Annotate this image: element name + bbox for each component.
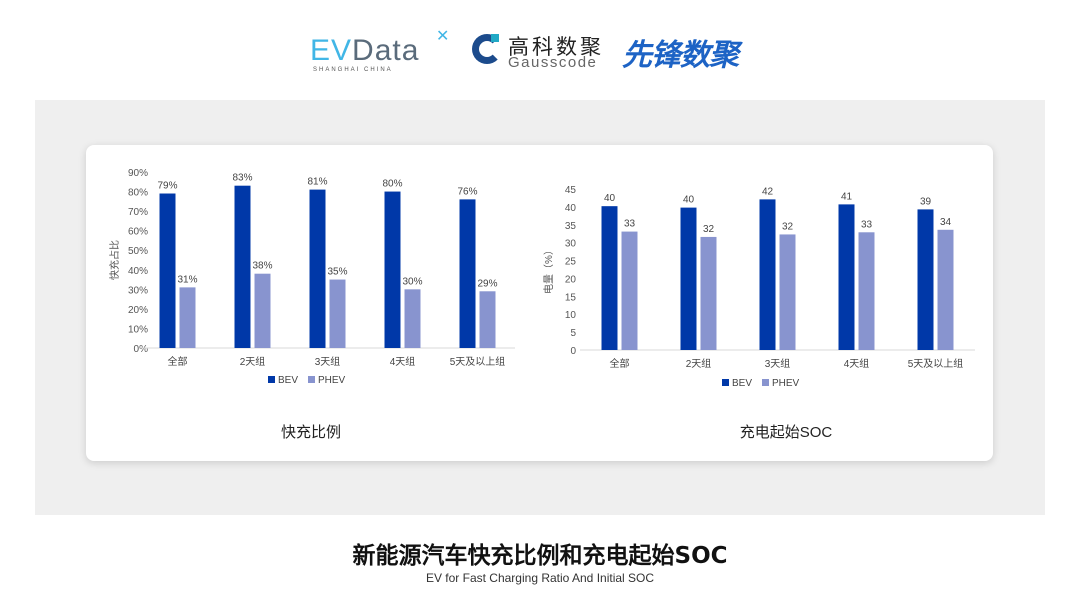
evdata-x-icon: ✕ — [436, 28, 450, 45]
y-tick-label: 30 — [565, 239, 577, 250]
bar-bev — [234, 185, 251, 348]
evdata-logo-sub: SHANGHAI CHINA — [313, 67, 393, 73]
x-tick-label: 3天组 — [315, 355, 341, 368]
logo-bar: EVData ✕ SHANGHAI CHINA 高科数聚 Gausscode 先… — [0, 22, 1080, 82]
data-label: 34 — [940, 217, 952, 228]
data-label: 39 — [920, 196, 932, 207]
legend-label: BEV — [278, 375, 298, 386]
y-tick-label: 20 — [565, 274, 577, 285]
x-tick-label: 全部 — [168, 355, 188, 368]
data-label: 32 — [782, 221, 794, 232]
data-label: 29% — [477, 278, 497, 289]
chart-title-fast-charge: 快充比例 — [280, 424, 342, 441]
y-tick-label: 5 — [570, 328, 576, 339]
gausscode-logo-icon — [472, 34, 502, 64]
data-label: 38% — [252, 261, 272, 272]
legend-swatch-phev — [308, 376, 315, 383]
y-tick-label: 0 — [570, 346, 576, 357]
legend-label: BEV — [732, 378, 752, 389]
y-tick-label: 50% — [128, 246, 148, 257]
bar-phev — [858, 232, 875, 350]
x-tick-label: 3天组 — [765, 357, 791, 370]
legend-swatch-bev — [268, 376, 275, 383]
bar-bev — [309, 189, 326, 348]
evdata-logo-ev: EV — [310, 34, 353, 67]
gausscode-logo-en: Gausscode — [508, 54, 598, 71]
x-tick-label: 2天组 — [686, 357, 712, 370]
gausscode-logo-square — [491, 34, 499, 42]
data-label: 41 — [841, 191, 853, 202]
data-label: 76% — [457, 186, 477, 197]
legend-label: PHEV — [318, 375, 346, 386]
y-tick-label: 45 — [565, 185, 577, 196]
data-label: 30% — [402, 276, 422, 287]
bar-bev — [384, 191, 401, 348]
bar-phev — [329, 279, 346, 348]
y-tick-label: 30% — [128, 285, 148, 296]
x-tick-label: 4天组 — [844, 357, 870, 370]
bar-bev — [680, 207, 697, 350]
y-tick-label: 40% — [128, 266, 148, 277]
y-axis-label: 快充占比 — [108, 240, 121, 280]
bar-bev — [159, 193, 176, 348]
page-subtitle: EV for Fast Charging Ratio And Initial S… — [425, 571, 655, 585]
gausscode-logo-cn: 高科数聚 — [508, 35, 604, 59]
x-tick-label: 5天及以上组 — [450, 355, 506, 368]
data-label: 40 — [683, 195, 695, 206]
y-tick-label: 15 — [565, 292, 577, 303]
bar-bev — [917, 209, 934, 350]
y-tick-label: 40 — [565, 203, 577, 214]
y-tick-label: 70% — [128, 207, 148, 218]
legend-label: PHEV — [772, 378, 800, 389]
bar-bev — [759, 199, 776, 350]
data-label: 33 — [861, 219, 873, 230]
x-tick-label: 全部 — [610, 357, 630, 370]
y-tick-label: 35 — [565, 221, 577, 232]
bar-phev — [404, 289, 421, 348]
data-label: 80% — [382, 179, 402, 190]
x-tick-label: 2天组 — [240, 355, 266, 368]
y-tick-label: 90% — [128, 168, 148, 179]
y-tick-label: 80% — [128, 188, 148, 199]
y-tick-label: 20% — [128, 305, 148, 316]
data-label: 40 — [604, 193, 616, 204]
data-label: 32 — [703, 224, 715, 235]
evdata-logo-data: Data — [352, 34, 420, 67]
bar-bev — [838, 204, 855, 350]
data-label: 35% — [327, 267, 347, 278]
legend-swatch-phev — [762, 379, 769, 386]
y-tick-label: 60% — [128, 227, 148, 238]
bar-phev — [254, 273, 271, 348]
y-tick-label: 25 — [565, 257, 577, 268]
y-tick-label: 10% — [128, 324, 148, 335]
bar-phev — [779, 234, 796, 350]
data-label: 83% — [232, 173, 252, 184]
legend-swatch-bev — [722, 379, 729, 386]
y-tick-label: 0% — [134, 344, 149, 355]
bar-phev — [479, 291, 496, 348]
y-axis-label: 电量（%） — [542, 245, 555, 294]
bar-phev — [700, 236, 717, 350]
data-label: 42 — [762, 186, 774, 197]
page-title: 新能源汽车快充比例和充电起始SOC — [352, 543, 728, 569]
data-label: 31% — [177, 274, 197, 285]
evdata-logo: EVData — [310, 34, 419, 68]
x-tick-label: 4天组 — [390, 355, 416, 368]
xianfeng-logo: 先锋数聚 — [622, 38, 739, 73]
data-label: 33 — [624, 219, 636, 230]
bar-phev — [621, 231, 638, 350]
bar-phev — [179, 287, 196, 348]
bar-bev — [601, 206, 618, 350]
bar-phev — [937, 229, 954, 350]
y-tick-label: 10 — [565, 310, 577, 321]
data-label: 79% — [157, 181, 177, 192]
chart-title-soc: 充电起始SOC — [739, 424, 833, 441]
x-tick-label: 5天及以上组 — [908, 357, 964, 370]
bar-bev — [459, 199, 476, 348]
data-label: 81% — [307, 177, 327, 188]
